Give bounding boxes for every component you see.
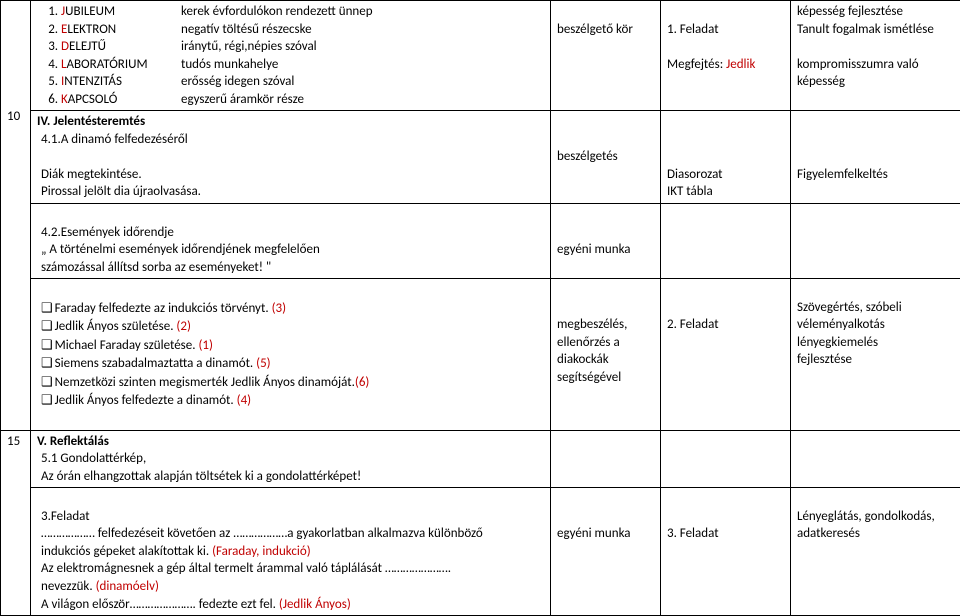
- check-item: Faraday felfedezte az indukciós törvényt…: [41, 299, 544, 318]
- section-heading: V. Reflektálás: [37, 434, 109, 449]
- lesson-table: 10 JUBILEUMkerek évfordulókon rendezett …: [0, 0, 960, 616]
- cell-method: egyéni munka: [551, 204, 661, 279]
- check-item: Siemens szabadalmaztatta a dinamót. (5): [41, 354, 544, 373]
- table-row: 3.Feladat ……………… felfedezéseit követően …: [1, 488, 960, 616]
- cell-method: megbeszélés,ellenőrzés adiakockáksegítsé…: [551, 279, 661, 430]
- row-number-10: 10: [7, 109, 20, 124]
- cell-tool: [661, 204, 791, 279]
- cell-skill: [791, 204, 960, 279]
- cell-main-sec4a: IV. Jelentésteremtés 4.1.A dinamó felfed…: [31, 111, 551, 204]
- cell-main-checks: Faraday felfedezte az indukciós törvényt…: [31, 279, 551, 430]
- check-item: Jedlik Ányos születése. (2): [41, 317, 544, 336]
- cell-method: beszélgető kör: [551, 1, 661, 111]
- check-item: Jedlik Ányos felfedezte a dinamót. (4): [41, 391, 544, 410]
- table-row: 4.2.Események időrendje „ A történelmi e…: [1, 204, 960, 279]
- cell-skill: Szövegértés, szóbelivéleményalkotáslénye…: [791, 279, 960, 430]
- cell-method: beszélgetés: [551, 111, 661, 204]
- list-item: JUBILEUMkerek évfordulókon rendezett ünn…: [61, 3, 544, 21]
- list-item: LABORATÓRIUMtudós munkahelye: [61, 56, 544, 74]
- check-item: Nemzetközi szinten megismerték Jedlik Án…: [41, 373, 544, 392]
- list-item: ELEKTRONnegatív töltésű részecske: [61, 21, 544, 39]
- cell-main-task3: 3.Feladat ……………… felfedezéseit követően …: [31, 488, 551, 616]
- row-number-15: 15: [7, 434, 20, 449]
- definitions-list: JUBILEUMkerek évfordulókon rendezett ünn…: [37, 3, 544, 108]
- list-item: KAPCSOLÓegyszerű áramkör része: [61, 91, 544, 109]
- cell-main-sec4b: 4.2.Események időrendje „ A történelmi e…: [31, 204, 551, 279]
- cell-tool: DiasorozatIKT tábla: [661, 111, 791, 204]
- cell-tool: [661, 430, 791, 488]
- section-heading: IV. Jelentésteremtés: [37, 114, 145, 129]
- list-item: INTENZITÁSerősség idegen szóval: [61, 73, 544, 91]
- check-item: Michael Faraday születése. (1): [41, 336, 544, 355]
- task3-title: 3.Feladat: [41, 509, 90, 524]
- table-row: Faraday felfedezte az indukciós törvényt…: [1, 279, 960, 430]
- cell-skill: képesség fejlesztéseTanult fogalmak ismé…: [791, 1, 960, 111]
- table-row: 15 V. Reflektálás 5.1 Gondolattérkép, Az…: [1, 430, 960, 488]
- cell-main-defs: JUBILEUMkerek évfordulókon rendezett ünn…: [31, 1, 551, 111]
- cell-tool: 2. Feladat: [661, 279, 791, 430]
- cell-method: egyéni munka: [551, 488, 661, 616]
- cell-skill: [791, 430, 960, 488]
- cell-tool: 3. Feladat: [661, 488, 791, 616]
- cell-num: 10: [1, 1, 31, 431]
- cell-main-sec5: V. Reflektálás 5.1 Gondolattérkép, Az ór…: [31, 430, 551, 488]
- table-row: IV. Jelentésteremtés 4.1.A dinamó felfed…: [1, 111, 960, 204]
- cell-tool: 1. FeladatMegfejtés: Jedlik: [661, 1, 791, 111]
- cell-skill: Lényeglátás, gondolkodás,adatkeresés: [791, 488, 960, 616]
- cell-skill: Figyelemfelkeltés: [791, 111, 960, 204]
- table-row: 10 JUBILEUMkerek évfordulókon rendezett …: [1, 1, 960, 111]
- list-item: DELEJTŰiránytű, régi,népies szóval: [61, 38, 544, 56]
- cell-method: [551, 430, 661, 488]
